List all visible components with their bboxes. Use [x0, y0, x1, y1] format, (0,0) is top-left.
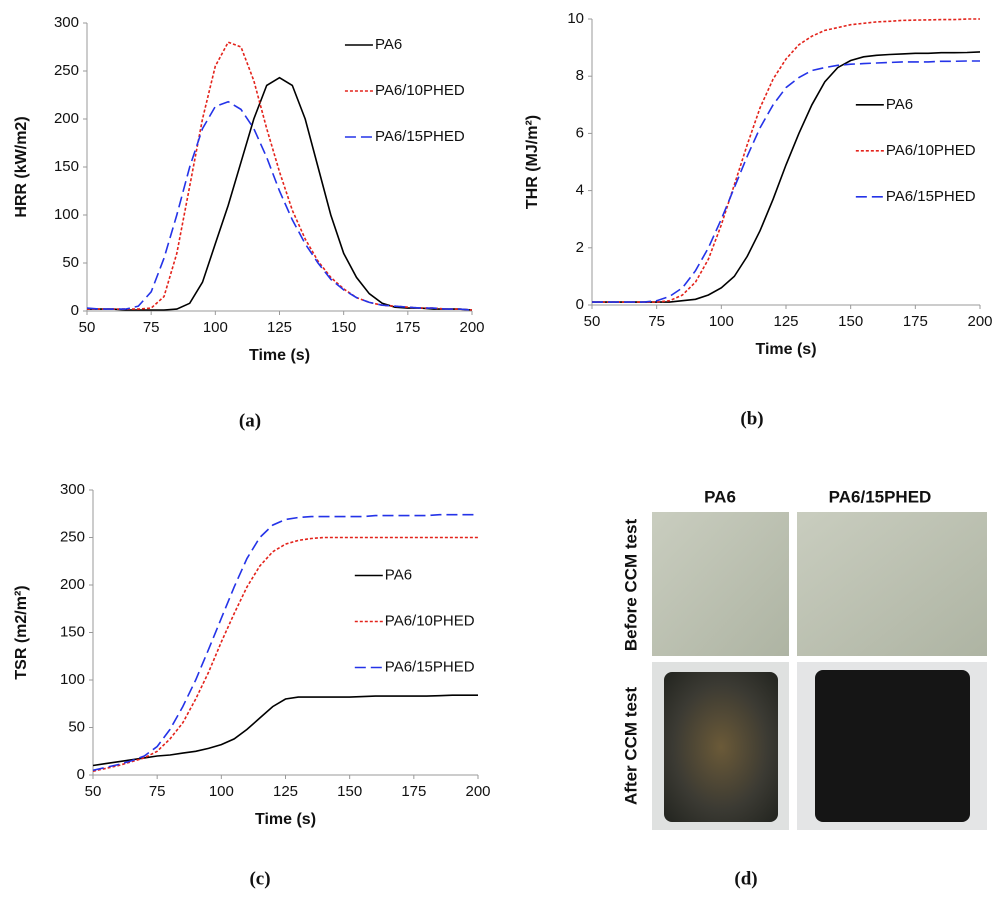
legend-label: PA6/10PHED — [385, 612, 475, 629]
panel-label: (d) — [734, 868, 757, 889]
photo-sample — [664, 672, 778, 822]
y-tick-label: 6 — [576, 124, 584, 141]
x-tick-label: 75 — [143, 319, 160, 336]
series-line — [92, 536, 478, 772]
x-tick-label: 175 — [395, 319, 420, 336]
x-tick-label: 50 — [85, 783, 102, 800]
y-tick-label: 4 — [576, 182, 584, 199]
y-tick-label: 300 — [54, 14, 79, 31]
y-tick-label: 200 — [54, 110, 79, 127]
x-tick-label: 50 — [584, 313, 601, 330]
series-line — [87, 76, 473, 311]
y-tick-label: 100 — [54, 206, 79, 223]
y-tick-label: 2 — [576, 239, 584, 256]
y-tick-label: 10 — [567, 10, 584, 27]
row-label: Before CCM test — [621, 519, 640, 652]
x-tick-label: 175 — [401, 783, 426, 800]
legend-label: PA6 — [886, 96, 913, 113]
y-axis-title: TSR (m2/m²) — [13, 585, 30, 679]
series-line — [86, 100, 473, 311]
y-tick-label: 0 — [71, 302, 79, 319]
y-tick-label: 50 — [68, 718, 85, 735]
y-tick-label: 300 — [60, 481, 85, 498]
y-axis-title: THR (MJ/m²) — [524, 115, 541, 209]
panel-label: (b) — [740, 408, 763, 429]
y-tick-label: 150 — [54, 158, 79, 175]
row-label: After CCM test — [621, 687, 640, 805]
x-tick-label: 150 — [838, 313, 863, 330]
series-line — [592, 18, 980, 303]
y-tick-label: 50 — [62, 254, 79, 271]
x-tick-label: 100 — [209, 783, 234, 800]
x-tick-label: 200 — [459, 319, 484, 336]
x-tick-label: 200 — [967, 313, 992, 330]
legend-label: PA6/15PHED — [385, 658, 475, 675]
x-axis-title: Time (s) — [755, 341, 816, 358]
y-tick-label: 250 — [60, 528, 85, 545]
y-tick-label: 250 — [54, 62, 79, 79]
column-label: PA6 — [704, 487, 736, 506]
y-tick-label: 100 — [60, 671, 85, 688]
photo — [652, 512, 789, 656]
legend-label: PA6/10PHED — [375, 82, 465, 99]
x-axis-title: Time (s) — [249, 347, 310, 364]
x-tick-label: 200 — [465, 783, 490, 800]
y-tick-label: 0 — [77, 766, 85, 783]
x-tick-label: 50 — [79, 319, 96, 336]
column-label: PA6/15PHED — [829, 487, 932, 506]
x-tick-label: 150 — [337, 783, 362, 800]
y-tick-label: 8 — [576, 67, 584, 84]
legend-label: PA6/10PHED — [886, 142, 976, 159]
x-tick-label: 175 — [903, 313, 928, 330]
x-tick-label: 100 — [203, 319, 228, 336]
series-line — [592, 51, 981, 303]
y-tick-label: 200 — [60, 576, 85, 593]
x-tick-label: 150 — [331, 319, 356, 336]
series-line — [592, 60, 980, 303]
legend-label: PA6 — [375, 36, 402, 53]
panel-label: (c) — [249, 868, 270, 889]
series-line — [87, 41, 473, 311]
x-tick-label: 125 — [267, 319, 292, 336]
panel-label: (a) — [239, 410, 261, 431]
x-tick-label: 125 — [273, 783, 298, 800]
y-tick-label: 150 — [60, 623, 85, 640]
y-axis-title: HRR (kW/m2) — [13, 116, 30, 217]
y-tick-label: 0 — [576, 296, 584, 313]
series-line — [92, 513, 478, 772]
x-tick-label: 75 — [648, 313, 665, 330]
legend-label: PA6 — [385, 566, 412, 583]
x-tick-label: 125 — [773, 313, 798, 330]
legend-label: PA6/15PHED — [375, 128, 465, 145]
photo — [797, 512, 987, 656]
legend-label: PA6/15PHED — [886, 188, 976, 205]
photo-panel: PA6 PA6/15PHED Before CCM test After CCM… — [621, 487, 987, 889]
x-tick-label: 75 — [149, 783, 166, 800]
photo-sample — [815, 670, 970, 822]
series-line — [92, 694, 478, 767]
x-tick-label: 100 — [709, 313, 734, 330]
x-axis-title: Time (s) — [255, 811, 316, 828]
